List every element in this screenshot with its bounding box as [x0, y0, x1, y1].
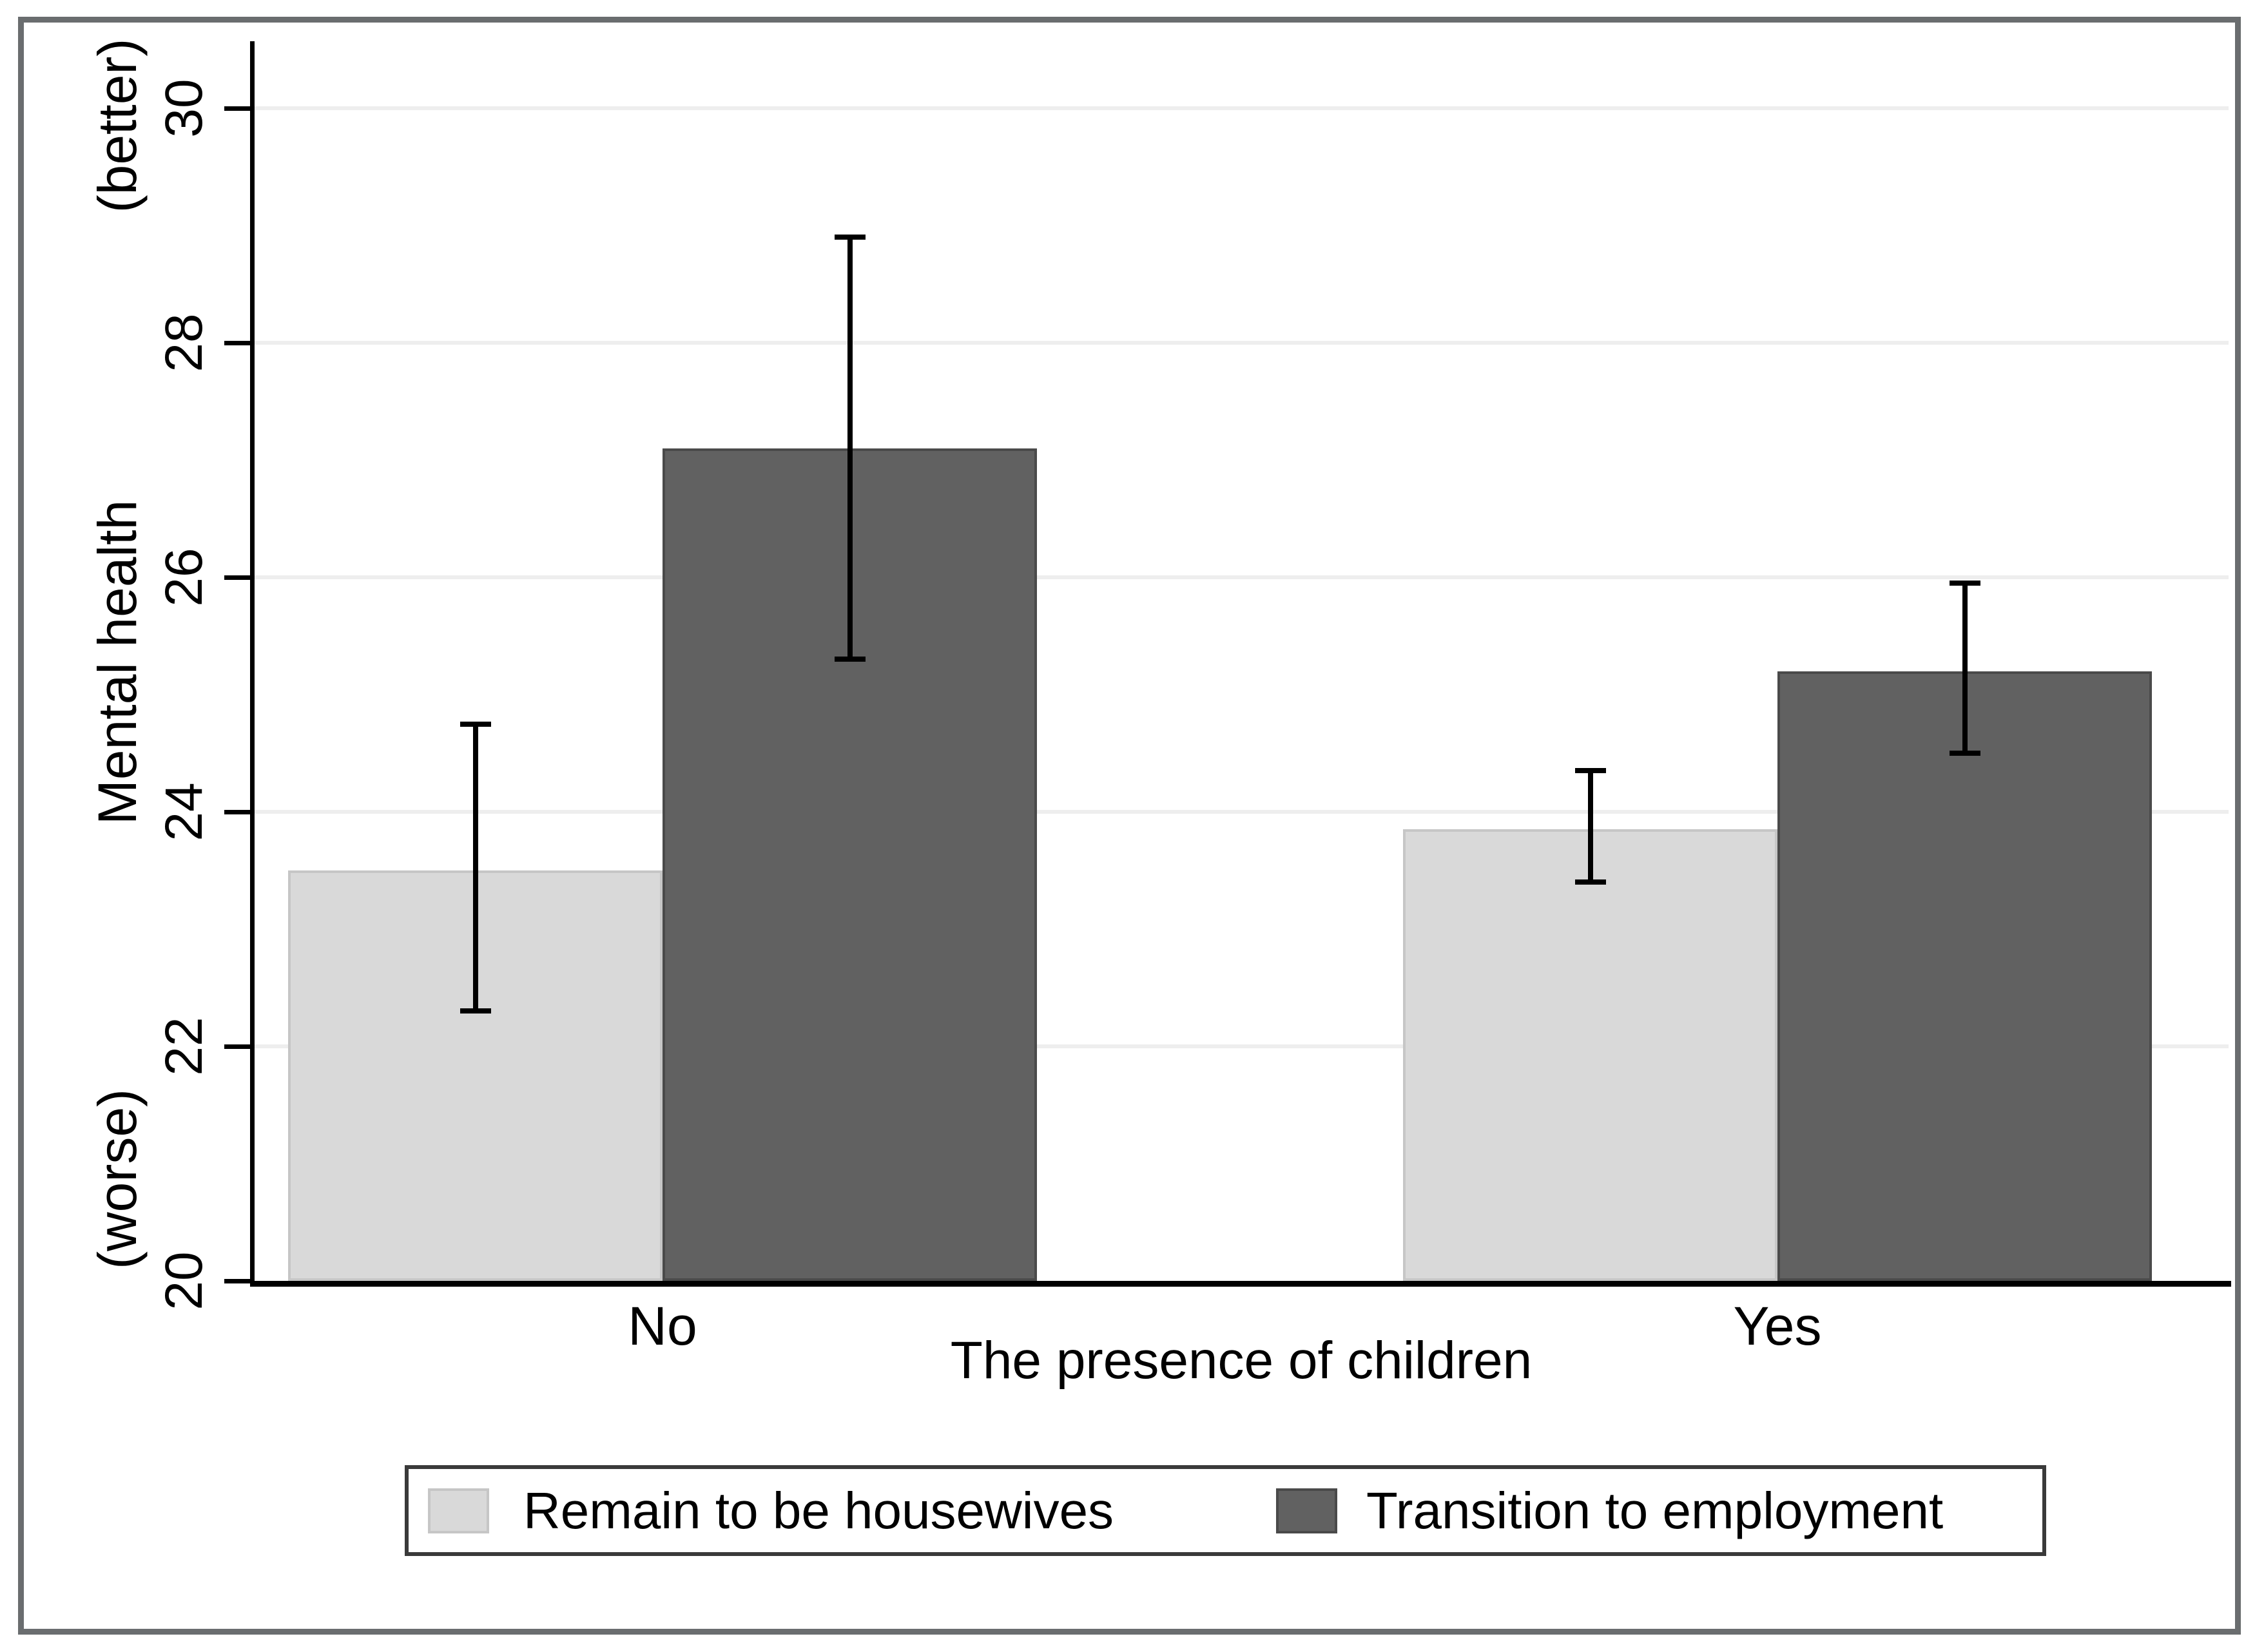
- bar-yes-housewives: [1403, 829, 1777, 1281]
- legend-label-housewives: Remain to be housewives: [523, 1481, 1114, 1539]
- error-bar-cap-top-yes-housewives: [1574, 768, 1606, 774]
- y-tick-30: [224, 106, 250, 111]
- figure-border: [18, 17, 2241, 1635]
- x-axis-title: The presence of children: [950, 1331, 1533, 1390]
- y-tick-label-30: 30: [155, 79, 213, 138]
- gridline-30: [253, 106, 2229, 110]
- y-tick-26: [224, 575, 250, 580]
- gridline-24: [253, 810, 2229, 814]
- error-bar-cap-bottom-no-employment: [834, 657, 866, 662]
- legend: Remain to be housewives Transition to em…: [405, 1465, 2046, 1556]
- gridline-26: [253, 575, 2229, 579]
- x-axis-line: [250, 1281, 2231, 1287]
- x-category-label-yes: Yes: [1733, 1296, 1822, 1356]
- y-axis-title: Mental health: [87, 499, 148, 825]
- y-tick-28: [224, 341, 250, 345]
- y-tick-label-26: 26: [155, 548, 213, 607]
- error-bar-no-housewives: [472, 724, 478, 1012]
- y-tick-label-22: 22: [155, 1017, 213, 1076]
- y-axis-bottom-annotation: (worse): [87, 1088, 148, 1270]
- legend-swatch-housewives: [428, 1488, 489, 1533]
- y-axis-top-annotation: (better): [87, 38, 148, 213]
- error-bar-cap-bottom-yes-employment: [1949, 751, 1980, 756]
- error-bar-cap-top-no-employment: [834, 235, 866, 240]
- legend-swatch-employment: [1276, 1488, 1337, 1533]
- y-tick-22: [224, 1044, 250, 1049]
- y-tick-24: [224, 810, 250, 814]
- error-bar-no-employment: [847, 237, 853, 660]
- gridline-22: [253, 1044, 2229, 1048]
- bar-yes-employment: [1777, 671, 2152, 1281]
- error-bar-cap-top-no-housewives: [460, 721, 491, 727]
- gridline-28: [253, 341, 2229, 345]
- legend-label-employment: Transition to employment: [1366, 1481, 1944, 1539]
- y-tick-label-20: 20: [155, 1251, 213, 1311]
- y-tick-label-24: 24: [155, 782, 213, 841]
- y-tick-20: [224, 1279, 250, 1283]
- error-bar-yes-housewives: [1587, 771, 1593, 883]
- error-bar-cap-top-yes-employment: [1949, 581, 1980, 586]
- error-bar-cap-bottom-yes-housewives: [1574, 879, 1606, 885]
- y-tick-label-28: 28: [155, 313, 213, 372]
- error-bar-yes-employment: [1962, 583, 1968, 753]
- x-category-label-no: No: [628, 1296, 697, 1356]
- error-bar-cap-bottom-no-housewives: [460, 1008, 491, 1014]
- y-axis-line: [250, 41, 255, 1287]
